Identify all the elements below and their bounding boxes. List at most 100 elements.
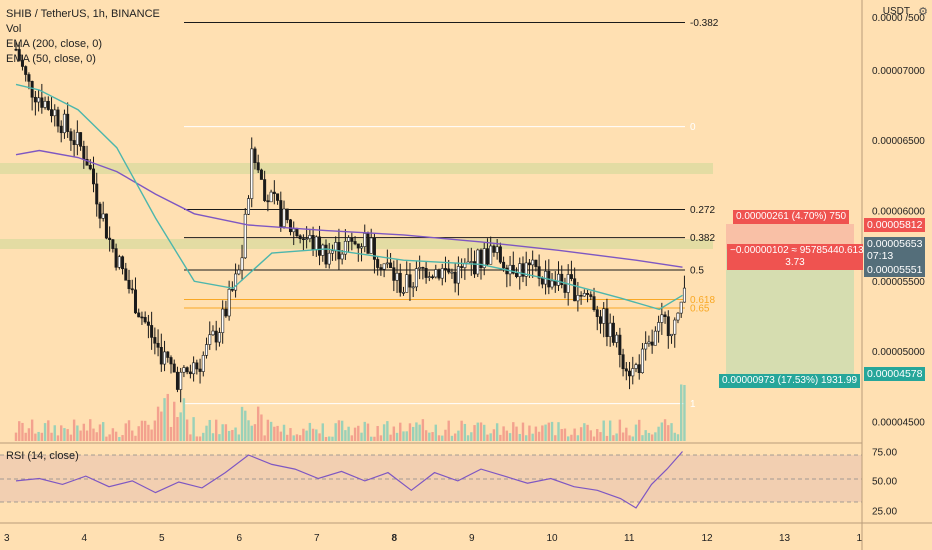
volume-bar <box>289 428 292 441</box>
candle-body <box>598 316 602 324</box>
volume-bar <box>586 424 589 441</box>
volume-bar <box>537 431 541 441</box>
volume-bar <box>563 428 567 441</box>
volume-bar <box>376 426 379 441</box>
time-tick-label: 4 <box>82 533 88 544</box>
volume-bar <box>21 422 24 441</box>
rsi-legend[interactable]: RSI (14, close) <box>6 450 79 462</box>
candle-body <box>495 246 499 253</box>
volume-bar <box>69 434 73 441</box>
profit-target-badge[interactable]: 0.00000261 (4.70%) 750 <box>733 210 850 224</box>
legend-symbol[interactable]: SHIB / TetherUS, 1h, BINANCE <box>6 8 160 20</box>
volume-bar <box>153 420 157 441</box>
volume-bar <box>14 432 18 441</box>
candle-body <box>240 257 244 271</box>
candle-body <box>85 158 89 166</box>
candle-body <box>563 284 567 293</box>
volume-bar <box>237 434 241 441</box>
currency-label[interactable]: USDT <box>882 6 910 17</box>
candle-body <box>224 308 228 317</box>
candle-body <box>308 235 312 239</box>
stop-loss-badge[interactable]: 0.00000973 (17.53%) 1931.99 <box>719 374 861 388</box>
candle-body <box>263 179 267 201</box>
volume-bar <box>286 434 289 441</box>
candle-body <box>644 343 648 350</box>
candle-body <box>159 347 163 365</box>
time-axis[interactable]: 3 4 5 6 7 8 9 10 11 12 13 1 <box>4 533 863 544</box>
candle-body <box>350 237 354 242</box>
candle-body <box>673 319 677 335</box>
volume-bar <box>437 435 441 441</box>
candle-body <box>166 351 170 358</box>
volume-bar <box>353 427 357 441</box>
volume-bar <box>650 434 654 441</box>
candle-body <box>33 96 37 103</box>
candle-body <box>676 312 680 321</box>
candle-body <box>130 288 134 291</box>
volume-bar <box>670 423 673 441</box>
candle-body <box>679 301 683 314</box>
candle-body <box>405 274 409 293</box>
candle-body <box>434 269 438 278</box>
volume-bar <box>634 424 638 441</box>
time-tick-label: 13 <box>779 533 791 544</box>
candle-body <box>253 148 257 163</box>
candles <box>14 41 686 403</box>
candle-body <box>385 262 389 265</box>
candle-body <box>298 235 302 240</box>
volume-bar <box>479 422 483 441</box>
candle-body <box>234 273 238 291</box>
candle-body <box>127 279 131 290</box>
rsi-tick-label: 75.00 <box>872 448 897 459</box>
volume-bar <box>169 426 173 441</box>
volume-bar <box>667 425 670 441</box>
candle-body <box>553 280 557 286</box>
volume-bar <box>95 432 98 441</box>
candle-body <box>140 316 144 319</box>
candle-body <box>62 113 66 134</box>
position-status-badge[interactable]: −0.00000102 ≈ 95785440.613 3.73 <box>727 244 864 270</box>
rsi-axis[interactable]: 75.00 50.00 25.00 <box>872 448 897 518</box>
candle-body <box>408 274 412 288</box>
volume-bar <box>389 434 392 441</box>
volume-bar <box>40 432 44 441</box>
legend-ema200[interactable]: EMA (200, close, 0) <box>6 38 102 50</box>
candle-body <box>382 263 386 270</box>
volume-bar <box>638 419 641 441</box>
candle-body <box>230 288 234 291</box>
volume-bar <box>550 421 554 441</box>
time-tick-label: 6 <box>237 533 243 544</box>
candle-body <box>389 262 393 268</box>
volume-bar <box>224 424 228 441</box>
candle-body <box>582 292 586 297</box>
candle-body <box>282 208 286 228</box>
volume-bar <box>631 436 634 441</box>
volume-bar <box>441 435 444 441</box>
candle-body <box>69 131 73 141</box>
candle-body <box>372 237 376 260</box>
last-price: 0.00005653 <box>867 238 923 250</box>
candle-body <box>117 256 121 268</box>
candle-body <box>217 332 221 343</box>
candle-body <box>327 252 331 265</box>
volume-bar <box>408 423 412 441</box>
volume-bar <box>179 412 182 441</box>
volume-bar <box>521 422 525 441</box>
volume-bar <box>570 434 573 441</box>
price-axis[interactable]: 0.00007000 0.00006500 0.00006000 0.00005500… <box>872 13 925 428</box>
legend-ema50[interactable]: EMA (50, close, 0) <box>6 53 96 65</box>
stop-price-badge: 0.00004578 <box>864 367 926 381</box>
volume-bar <box>279 431 282 441</box>
candle-body <box>360 246 364 249</box>
volume-bar <box>657 426 660 441</box>
ema200-line <box>15 149 683 268</box>
volume-bar <box>66 429 69 441</box>
settings-icon[interactable]: ⚙ <box>918 6 928 18</box>
candle-body <box>356 243 360 249</box>
price-tick-label: 0.00006000 <box>872 206 925 217</box>
legend-vol[interactable]: Vol <box>6 23 22 35</box>
volume-bar <box>628 435 631 441</box>
candle-body <box>318 236 322 256</box>
